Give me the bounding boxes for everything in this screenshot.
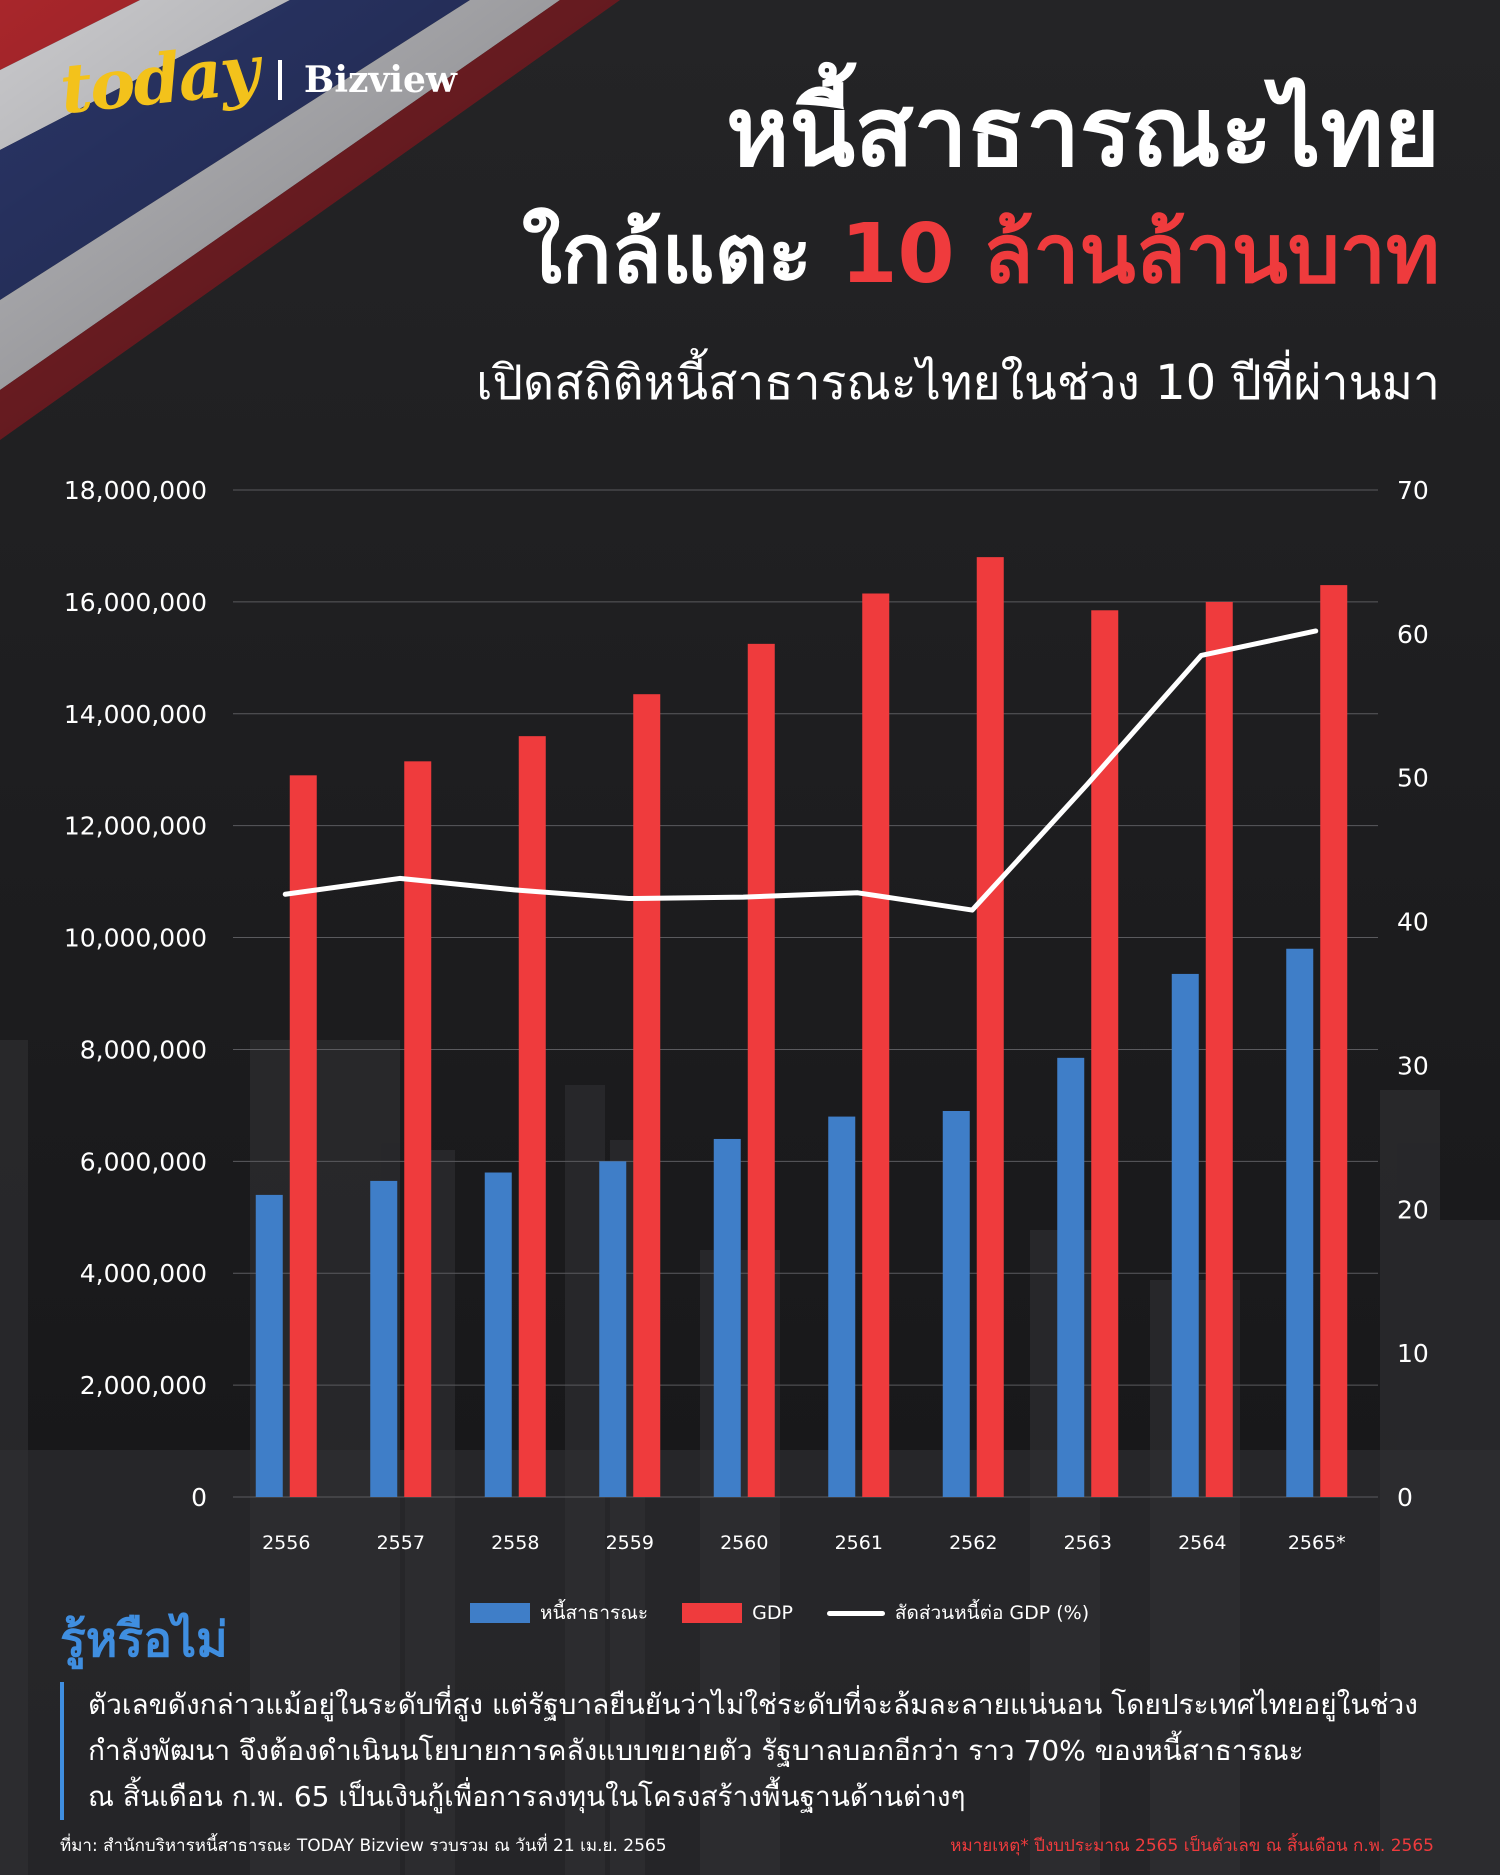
y-tick-label-left: 10,000,000	[64, 924, 207, 953]
y-tick-label-right: 40	[1397, 908, 1429, 937]
legend-swatch-ratio	[826, 1610, 885, 1616]
y-tick-label-left: 6,000,000	[80, 1147, 207, 1176]
page-title-line2: ใกล้แตะ 10 ล้านล้านบาท	[521, 207, 1440, 302]
bar-debt	[942, 1110, 970, 1497]
x-tick-label: 2562	[949, 1532, 997, 1554]
x-tick-label: 2556	[262, 1532, 310, 1554]
body-line: ณ สิ้นเดือน ก.พ. 65 เป็นเงินกู้เพื่อการล…	[88, 1780, 966, 1813]
chart-legend: หนี้สาธารณะ GDP สัดส่วนหนี้ต่อ GDP (%)	[470, 1598, 1089, 1628]
x-tick-label: 2563	[1064, 1532, 1112, 1554]
ratio-line	[282, 628, 1319, 913]
legend-label-gdp: GDP	[752, 1602, 793, 1624]
brand-logo: today Bizview	[56, 30, 457, 130]
y-tick-label-left: 16,000,000	[64, 588, 207, 617]
bar-gdp	[747, 643, 775, 1497]
y-tick-label-left: 4,000,000	[80, 1259, 207, 1288]
y-tick-label-right: 30	[1397, 1051, 1429, 1080]
bar-gdp	[289, 775, 317, 1497]
brand-section-name: Bizview	[303, 59, 457, 101]
y-tick-label-left: 2,000,000	[80, 1371, 207, 1400]
legend-item-gdp: GDP	[682, 1602, 793, 1624]
bar-gdp	[633, 694, 661, 1497]
legend-label-debt: หนี้สาธารณะ	[540, 1602, 649, 1624]
bar-gdp	[1320, 585, 1348, 1497]
legend-swatch-debt	[470, 1603, 530, 1623]
y-tick-label-right: 60	[1397, 620, 1429, 649]
y-tick-label-left: 0	[191, 1483, 207, 1512]
y-tick-label-right: 70	[1397, 476, 1429, 505]
x-tick-label: 2557	[377, 1532, 425, 1554]
x-tick-label: 2561	[835, 1532, 883, 1554]
bar-gdp	[404, 761, 432, 1497]
footnote: หมายเหตุ* ปีงบประมาณ 2565 เป็นตัวเลข ณ ส…	[950, 1836, 1434, 1856]
bar-debt	[1286, 948, 1314, 1497]
y-tick-label-right: 20	[1397, 1195, 1429, 1224]
x-tick-label: 2558	[491, 1532, 539, 1554]
legend-swatch-gdp	[682, 1603, 743, 1623]
bar-debt	[1057, 1057, 1085, 1497]
bar-gdp	[862, 593, 890, 1497]
y-tick-label-right: 0	[1397, 1483, 1413, 1512]
page-title: หนี้สาธารณะไทย	[726, 76, 1440, 188]
bar-debt	[1171, 973, 1199, 1497]
bar-debt	[484, 1172, 512, 1497]
bar-debt	[713, 1138, 741, 1497]
y-tick-label-left: 8,000,000	[80, 1035, 207, 1064]
debt-gdp-chart: 0 2,000,000 4,000,000 6,000,000 8,000,000 10,…	[64, 476, 1429, 1554]
bar-debt	[599, 1161, 627, 1497]
thai-flag-background	[0, 0, 620, 440]
body-line: ตัวเลขดังกล่าวแม้อยู่ในระดับที่สูง แต่รั…	[88, 1688, 1418, 1721]
y-tick-label-right: 50	[1397, 764, 1429, 793]
x-tick-label: 2560	[720, 1532, 768, 1554]
x-tick-label: 2565*	[1288, 1532, 1346, 1554]
x-tick-label: 2564	[1178, 1532, 1226, 1554]
brand-today-wordmark: today	[56, 29, 262, 131]
bar-gdp	[976, 557, 1004, 1497]
body-line: กำลังพัฒนา จึงต้องดำเนินนโยบายการคลังแบบ…	[88, 1734, 1304, 1767]
brand-divider	[277, 60, 282, 100]
y-tick-label-right: 10	[1397, 1339, 1429, 1368]
did-you-know-body: ตัวเลขดังกล่าวแม้อยู่ในระดับที่สูง แต่รั…	[60, 1682, 1468, 1820]
y-tick-label-left: 18,000,000	[64, 476, 207, 505]
bar-debt	[255, 1194, 283, 1497]
y-tick-label-left: 14,000,000	[64, 700, 207, 729]
title-highlight: 10 ล้านล้านบาท	[840, 207, 1440, 302]
source-citation: ที่มา: สำนักบริหารหนี้สาธารณะ TODAY Bizv…	[60, 1836, 667, 1856]
bar-debt	[370, 1180, 398, 1497]
legend-item-debt: หนี้สาธารณะ	[470, 1598, 648, 1628]
bar-debt	[828, 1116, 856, 1497]
bar-gdp	[1205, 601, 1233, 1497]
x-tick-label: 2559	[606, 1532, 654, 1554]
y-tick-label-left: 12,000,000	[64, 812, 207, 841]
legend-item-ratio: สัดส่วนหนี้ต่อ GDP (%)	[826, 1598, 1090, 1628]
page-subtitle: เปิดสถิติหนี้สาธารณะไทยในช่วง 10 ปีที่ผ่…	[476, 355, 1440, 411]
bar-gdp	[1091, 610, 1119, 1497]
title-prefix: ใกล้แตะ	[521, 207, 841, 302]
legend-label-ratio: สัดส่วนหนี้ต่อ GDP (%)	[894, 1602, 1090, 1624]
did-you-know-heading: รู้หรือไม่	[60, 1612, 228, 1668]
bar-gdp	[518, 736, 546, 1497]
